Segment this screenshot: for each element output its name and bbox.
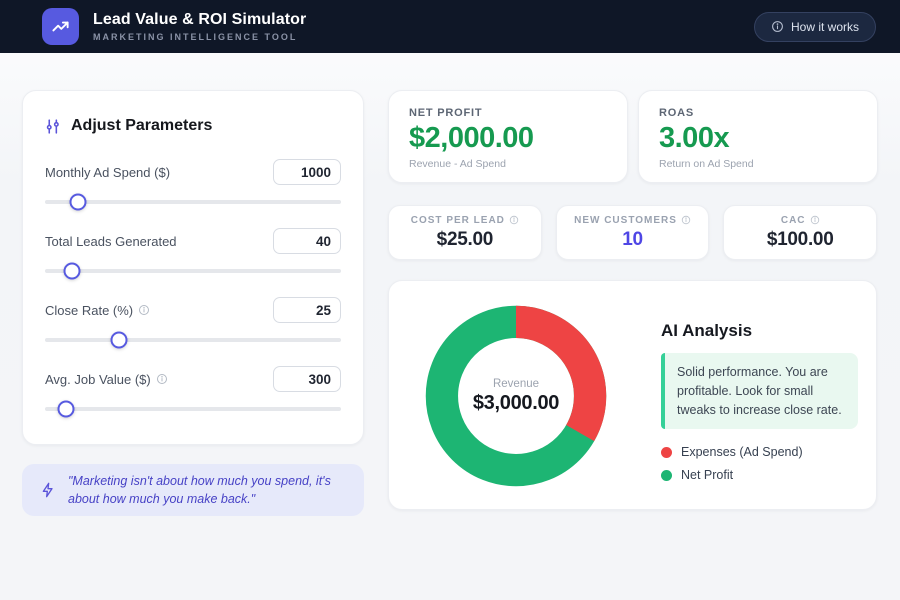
net-profit-legend-label: Net Profit: [681, 468, 734, 483]
info-icon[interactable]: [156, 373, 168, 385]
info-icon[interactable]: [138, 304, 150, 316]
cac-card: CAC $100.00: [723, 205, 878, 260]
marketing-quote: "Marketing isn't about how much you spen…: [22, 464, 364, 516]
slider-thumb[interactable]: [110, 331, 128, 349]
ad-spend-input[interactable]: [273, 159, 341, 185]
cac-value: $100.00: [766, 228, 834, 250]
net-profit-legend-dot: [661, 469, 672, 481]
app-header: Lead Value & ROI Simulator MARKETING INT…: [0, 0, 900, 53]
net-profit-label: NET PROFIT: [409, 107, 483, 119]
how-it-works-label: How it works: [790, 19, 859, 34]
param-group-job-value: Avg. Job Value ($): [45, 366, 341, 418]
how-it-works-button[interactable]: How it works: [753, 11, 876, 42]
lightning-icon: [40, 482, 56, 498]
revenue-breakdown-card: Revenue $3,000.00 AI Analysis Solid perf…: [388, 280, 877, 510]
cost-per-lead-card: COST PER LEAD $25.00: [388, 205, 542, 260]
roas-value: 3.00x: [659, 122, 730, 154]
job-value-input[interactable]: [273, 366, 341, 392]
trending-up-icon: [51, 17, 70, 36]
slider-thumb[interactable]: [63, 262, 81, 280]
ai-analysis-text: Solid performance. You are profitable. L…: [661, 353, 858, 430]
net-profit-card: NET PROFIT $2,000.00 Revenue - Ad Spend: [388, 90, 628, 183]
total-leads-input[interactable]: [273, 228, 341, 254]
sliders-icon: [45, 118, 62, 135]
adjust-parameters-panel: Adjust Parameters Monthly Ad Spend ($) T…: [22, 90, 364, 445]
slider-track[interactable]: [45, 269, 341, 273]
job-value-slider[interactable]: [45, 400, 341, 418]
close-rate-label: Close Rate (%): [45, 302, 134, 318]
slider-track[interactable]: [45, 407, 341, 411]
new-customers-label: NEW CUSTOMERS: [574, 214, 677, 226]
ad-spend-slider[interactable]: [45, 193, 341, 211]
info-icon[interactable]: [681, 215, 691, 225]
expenses-legend-label: Expenses (Ad Spend): [681, 445, 803, 460]
roas-sub: Return on Ad Spend: [659, 158, 754, 170]
ai-analysis-section: AI Analysis Solid performance. You are p…: [661, 321, 858, 482]
ad-spend-label: Monthly Ad Spend ($): [45, 164, 171, 180]
cost-per-lead-value: $25.00: [436, 228, 494, 250]
slider-track[interactable]: [45, 200, 341, 204]
cost-per-lead-label: COST PER LEAD: [410, 214, 505, 226]
quote-text: "Marketing isn't about how much you spen…: [68, 473, 331, 506]
app-logo: [42, 8, 79, 45]
roas-card: ROAS 3.00x Return on Ad Spend: [638, 90, 878, 183]
slider-track[interactable]: [45, 338, 341, 342]
ai-analysis-heading: AI Analysis: [661, 321, 753, 340]
info-icon[interactable]: [509, 215, 519, 225]
expenses-legend-dot: [661, 446, 672, 458]
legend-item-expenses: Expenses (Ad Spend): [661, 445, 858, 459]
param-group-close-rate: Close Rate (%): [45, 297, 341, 349]
total-leads-slider[interactable]: [45, 262, 341, 280]
page-title: Lead Value & ROI Simulator: [93, 11, 307, 28]
new-customers-card: NEW CUSTOMERS 10: [555, 205, 710, 260]
param-group-ad-spend: Monthly Ad Spend ($): [45, 159, 341, 211]
job-value-label: Avg. Job Value ($): [45, 371, 151, 387]
close-rate-input[interactable]: [273, 297, 341, 323]
roas-label: ROAS: [659, 107, 694, 119]
donut-svg: [425, 305, 607, 487]
param-group-total-leads: Total Leads Generated: [45, 228, 341, 280]
chart-legend: Expenses (Ad Spend) Net Profit: [661, 445, 858, 482]
info-icon: [771, 20, 784, 33]
legend-item-net-profit: Net Profit: [661, 468, 858, 482]
close-rate-slider[interactable]: [45, 331, 341, 349]
net-profit-sub: Revenue - Ad Spend: [409, 158, 506, 170]
total-leads-label: Total Leads Generated: [45, 233, 177, 249]
net-profit-value: $2,000.00: [409, 122, 534, 154]
cac-label: CAC: [780, 214, 806, 226]
slider-thumb[interactable]: [69, 193, 87, 211]
slider-thumb[interactable]: [57, 400, 75, 418]
revenue-donut-chart: Revenue $3,000.00: [421, 301, 611, 491]
info-icon[interactable]: [810, 215, 820, 225]
page-subtitle: MARKETING INTELLIGENCE TOOL: [93, 32, 298, 42]
parameters-heading: Adjust Parameters: [71, 117, 213, 134]
stats-row: COST PER LEAD $25.00 NEW CUSTOMERS 10 CA…: [388, 205, 878, 260]
new-customers-value: 10: [622, 228, 643, 250]
